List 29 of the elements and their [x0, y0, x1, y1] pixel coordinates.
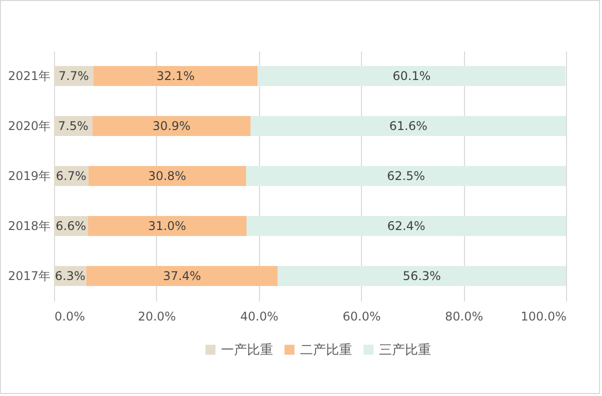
x-tick-label: 20.0%: [138, 310, 176, 324]
x-tick-label: 60.0%: [342, 310, 381, 324]
data-label: 37.4%: [162, 269, 202, 283]
data-label: 61.6%: [389, 119, 428, 133]
data-label: 32.1%: [156, 69, 195, 83]
legend-label: 三产比重: [379, 342, 431, 358]
y-tick-label: 2021年: [8, 69, 50, 83]
data-label: 62.4%: [387, 219, 426, 233]
data-label: 30.9%: [152, 119, 191, 133]
data-label: 56.3%: [402, 269, 441, 283]
x-tick-label: 40.0%: [240, 310, 278, 324]
data-label: 6.3%: [54, 269, 86, 283]
legend-label: 二产比重: [300, 342, 352, 358]
data-label: 30.8%: [148, 169, 186, 183]
y-tick-label: 2018年: [8, 219, 50, 233]
x-tick-label: 100.0%: [520, 310, 566, 324]
data-label: 60.1%: [392, 69, 431, 83]
y-tick-label: 2017年: [8, 269, 50, 283]
data-label: 7.7%: [58, 69, 89, 83]
data-label: 6.6%: [56, 219, 86, 233]
data-label: 7.5%: [58, 119, 88, 133]
x-tick-label: 80.0%: [445, 310, 484, 324]
data-label: 6.7%: [56, 169, 86, 183]
y-tick-label: 2019年: [8, 169, 50, 183]
data-label: 62.5%: [386, 169, 426, 183]
x-tick-label: 0.0%: [54, 310, 85, 324]
legend-label: 一产比重: [221, 342, 273, 358]
data-label: 31.0%: [148, 219, 186, 233]
y-tick-label: 2020年: [8, 119, 50, 133]
